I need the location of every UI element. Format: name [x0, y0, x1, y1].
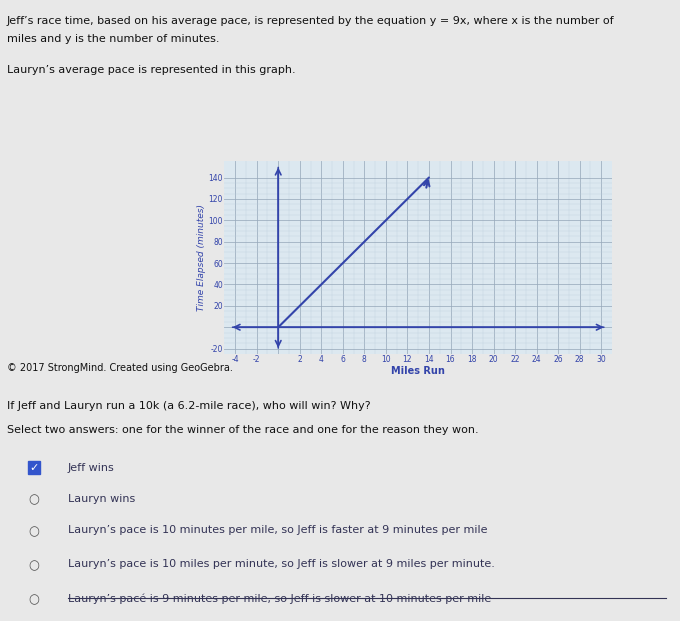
Text: Lauryn wins: Lauryn wins: [68, 494, 135, 504]
Text: © 2017 StrongMind. Created using GeoGebra.: © 2017 StrongMind. Created using GeoGebr…: [7, 363, 233, 373]
Text: Select two answers: one for the winner of the race and one for the reason they w: Select two answers: one for the winner o…: [7, 425, 479, 435]
Text: ○: ○: [29, 525, 39, 538]
Text: ✓: ✓: [29, 463, 39, 473]
Y-axis label: Time Elapsed (minutes): Time Elapsed (minutes): [197, 204, 206, 311]
Text: Jeff’s race time, based on his average pace, is represented by the equation y = : Jeff’s race time, based on his average p…: [7, 16, 615, 25]
Text: Lauryn’s pace is 10 miles per minute, so Jeff is slower at 9 miles per minute.: Lauryn’s pace is 10 miles per minute, so…: [68, 559, 495, 569]
Text: ○: ○: [29, 593, 39, 606]
Text: Jeff wins: Jeff wins: [68, 463, 115, 473]
X-axis label: Miles Run: Miles Run: [391, 366, 445, 376]
Text: Lauryn’s pacé is 9 minutes per mile, so Jeff is slower at 10 minutes per mile: Lauryn’s pacé is 9 minutes per mile, so …: [68, 593, 491, 604]
Text: Lauryn’s average pace is represented in this graph.: Lauryn’s average pace is represented in …: [7, 65, 295, 75]
Text: ○: ○: [29, 559, 39, 572]
Text: Lauryn’s pace is 10 minutes per mile, so Jeff is faster at 9 minutes per mile: Lauryn’s pace is 10 minutes per mile, so…: [68, 525, 488, 535]
Text: If Jeff and Lauryn run a 10k (a 6.2-mile race), who will win? Why?: If Jeff and Lauryn run a 10k (a 6.2-mile…: [7, 401, 371, 410]
Text: miles and y is the number of minutes.: miles and y is the number of minutes.: [7, 34, 219, 44]
Text: ○: ○: [29, 494, 39, 507]
